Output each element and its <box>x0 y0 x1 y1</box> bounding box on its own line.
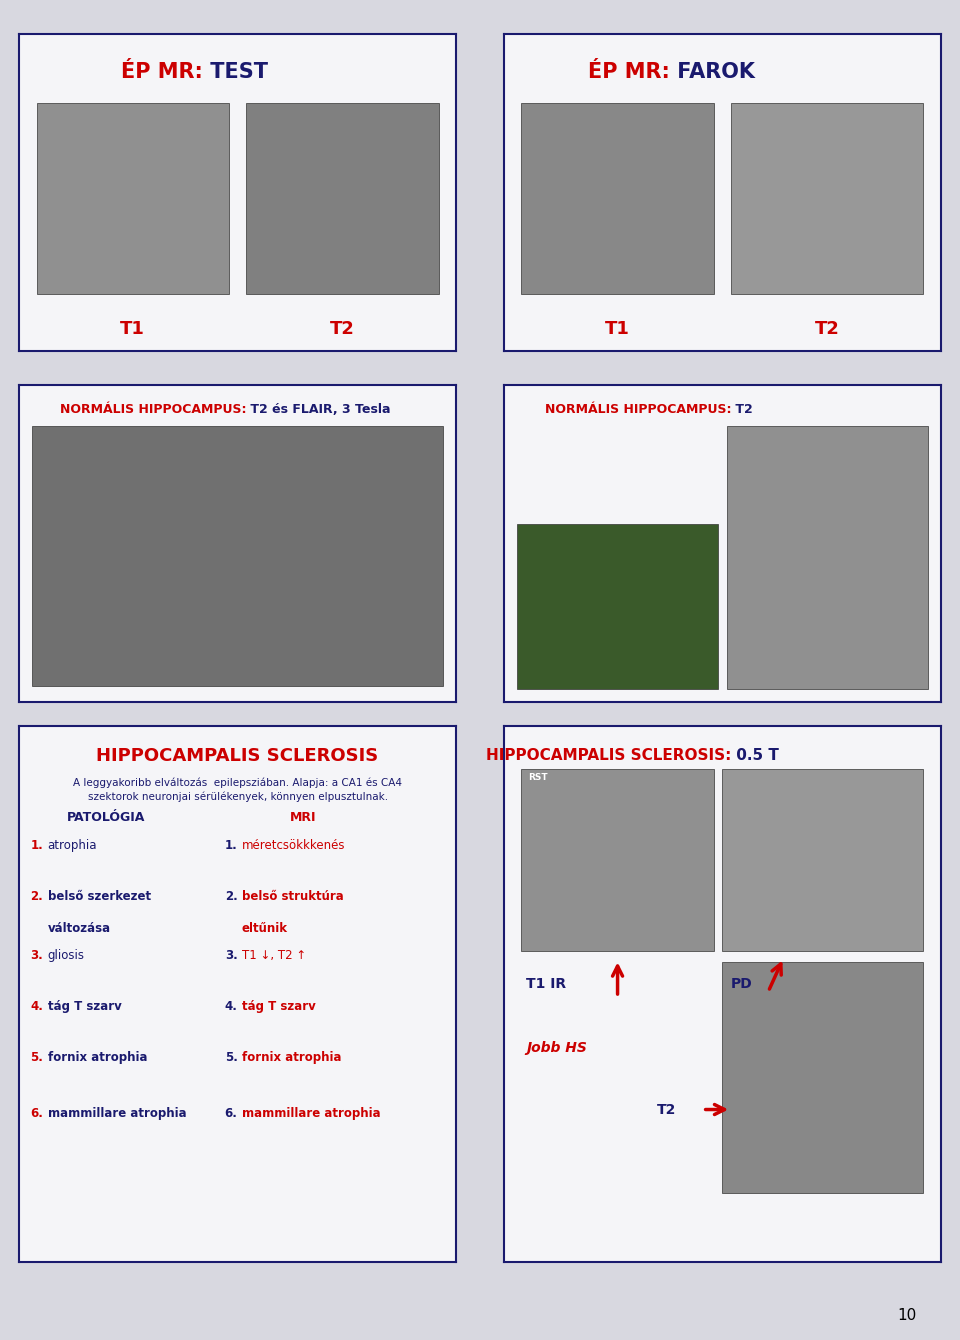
Text: ÉP MR:: ÉP MR: <box>588 62 670 82</box>
Text: 4.: 4. <box>225 1000 238 1013</box>
Text: 3.: 3. <box>31 949 43 962</box>
Text: 4.: 4. <box>31 1000 43 1013</box>
Text: T1 IR: T1 IR <box>526 977 566 990</box>
Text: mammillare atrophia: mammillare atrophia <box>242 1107 380 1120</box>
Text: 2.: 2. <box>225 890 238 903</box>
Text: 6.: 6. <box>31 1107 43 1120</box>
Text: 2.: 2. <box>31 890 43 903</box>
Text: 3.: 3. <box>225 949 238 962</box>
Text: T2 és FLAIR, 3 Tesla: T2 és FLAIR, 3 Tesla <box>247 403 391 417</box>
Text: 10: 10 <box>898 1308 917 1324</box>
Bar <box>732 103 924 293</box>
Text: 1.: 1. <box>225 839 238 852</box>
Text: HIPPOCAMPALIS SCLEROSIS:: HIPPOCAMPALIS SCLEROSIS: <box>486 748 732 764</box>
Text: T2: T2 <box>657 1103 676 1116</box>
Text: 1.: 1. <box>31 839 43 852</box>
Text: mammillare atrophia: mammillare atrophia <box>48 1107 186 1120</box>
Text: T1 ↓, T2 ↑: T1 ↓, T2 ↑ <box>242 949 306 962</box>
Text: PD: PD <box>732 977 753 990</box>
Bar <box>521 769 713 951</box>
Text: T2: T2 <box>330 320 355 338</box>
Text: PATOLÓGIA: PATOLÓGIA <box>67 811 146 824</box>
Text: NORMÁLIS HIPPOCAMPUS:: NORMÁLIS HIPPOCAMPUS: <box>60 403 247 417</box>
Text: változása: változása <box>48 922 110 935</box>
Text: T2: T2 <box>815 320 840 338</box>
Text: tág T szarv: tág T szarv <box>242 1000 316 1013</box>
Bar <box>517 524 718 690</box>
Text: fornix atrophia: fornix atrophia <box>242 1051 342 1064</box>
Text: T1: T1 <box>605 320 630 338</box>
Text: RST: RST <box>528 773 547 781</box>
Text: belső szerkezet: belső szerkezet <box>48 890 151 903</box>
Bar <box>247 103 439 293</box>
Text: fornix atrophia: fornix atrophia <box>48 1051 147 1064</box>
Bar <box>521 103 713 293</box>
Text: 5.: 5. <box>225 1051 238 1064</box>
Bar <box>33 426 443 686</box>
Text: 6.: 6. <box>225 1107 238 1120</box>
Text: Jobb HS: Jobb HS <box>526 1041 587 1055</box>
Text: gliosis: gliosis <box>48 949 84 962</box>
Text: tág T szarv: tág T szarv <box>48 1000 121 1013</box>
Text: szektorok neuronjai sérülékenyek, könnyen elpusztulnak.: szektorok neuronjai sérülékenyek, könnye… <box>87 792 388 803</box>
Text: T1: T1 <box>120 320 145 338</box>
Text: MRI: MRI <box>290 811 317 824</box>
Text: 5.: 5. <box>31 1051 43 1064</box>
Bar <box>722 962 924 1193</box>
Text: FAROK: FAROK <box>670 62 755 82</box>
Bar <box>727 426 927 690</box>
Text: méretcsökkkenés: méretcsökkkenés <box>242 839 346 852</box>
Text: T2: T2 <box>732 403 753 417</box>
Text: 0.5 T: 0.5 T <box>732 748 779 764</box>
Text: NORMÁLIS HIPPOCAMPUS:: NORMÁLIS HIPPOCAMPUS: <box>544 403 732 417</box>
Bar <box>722 769 924 951</box>
Text: belső struktúra: belső struktúra <box>242 890 344 903</box>
Text: A leggyakoribb elváltozás  epilepsziában. Alapja: a CA1 és CA4: A leggyakoribb elváltozás epilepsziában.… <box>73 777 402 788</box>
Bar <box>36 103 228 293</box>
Text: HIPPOCAMPALIS SCLEROSIS: HIPPOCAMPALIS SCLEROSIS <box>96 746 379 765</box>
Text: eltűnik: eltűnik <box>242 922 288 935</box>
Text: TEST: TEST <box>203 62 268 82</box>
Text: ÉP MR:: ÉP MR: <box>121 62 203 82</box>
Text: atrophia: atrophia <box>48 839 97 852</box>
